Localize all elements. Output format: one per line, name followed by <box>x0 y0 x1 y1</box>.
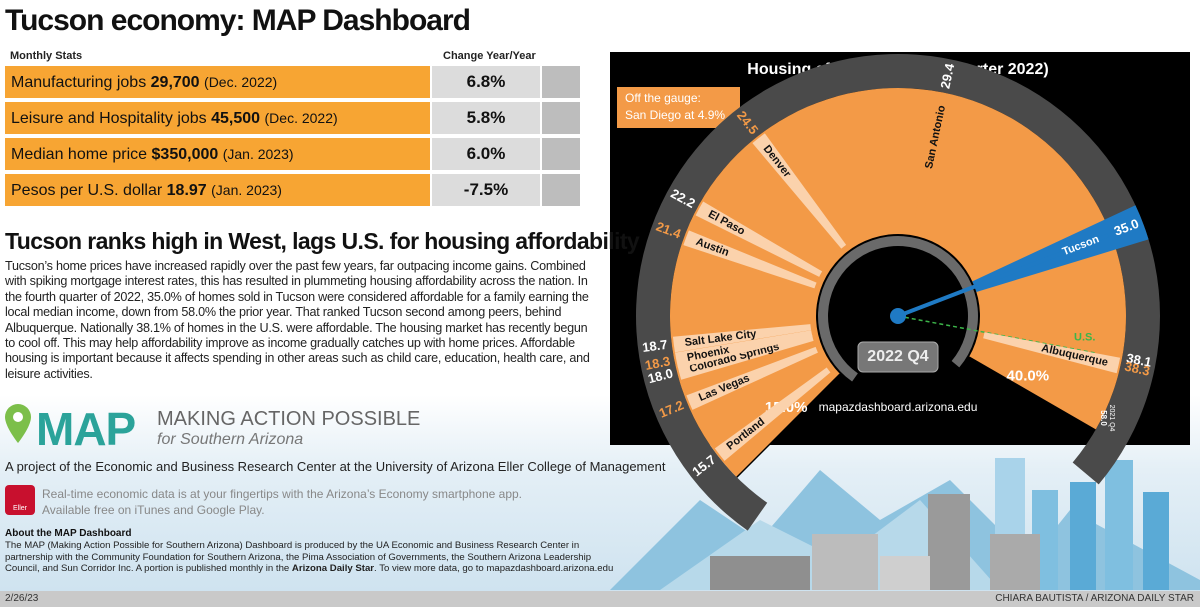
city-spoke <box>752 133 847 249</box>
stat-change: -7.5% <box>432 174 540 206</box>
city-spoke <box>674 330 813 369</box>
building <box>990 534 1040 590</box>
article-heading: Tucson ranks high in West, lags U.S. for… <box>5 228 640 254</box>
building <box>1070 482 1096 590</box>
about-body: The MAP (Making Action Possible for Sout… <box>5 540 620 575</box>
stats-row: Pesos per U.S. dollar 18.97 (Jan. 2023) -… <box>5 174 580 206</box>
stat-label: Leisure and Hospitality jobs <box>11 110 207 127</box>
stat-label: Median home price <box>11 146 148 163</box>
tick-label: 40.0% <box>1007 367 1050 384</box>
about-text: The MAP (Making Action Possible for Sout… <box>5 540 592 574</box>
stat-number: 29,700 <box>150 74 200 91</box>
app-text: Real-time economic data is at your finge… <box>42 487 523 501</box>
period-label: 2022 Q4 <box>867 348 928 365</box>
prior-value: 58.0 <box>1099 410 1108 426</box>
app-icon: Eller <box>5 485 35 515</box>
stat-number: 45,500 <box>211 110 261 127</box>
stat-label-cell: Pesos per U.S. dollar 18.97 (Jan. 2023) <box>5 174 430 206</box>
building <box>928 494 970 590</box>
off-gauge-label: Off the gauge: <box>625 91 701 105</box>
stat-label-cell: Median home price $350,000 (Jan. 2023) <box>5 138 430 170</box>
value-label: 29.4 <box>937 61 957 90</box>
arrow-cell <box>542 102 580 134</box>
off-gauge-detail: San Diego at 4.9% <box>625 108 725 122</box>
article-body: Tucson’s home prices have increased rapi… <box>5 259 590 381</box>
stat-number: 18.97 <box>166 182 207 199</box>
stat-label-cell: Leisure and Hospitality jobs 45,500 (Dec… <box>5 102 430 134</box>
footer-date: 2/26/23 <box>5 593 39 604</box>
stat-change: 6.0% <box>432 138 540 170</box>
about-heading: About the MAP Dashboard <box>5 528 132 539</box>
stat-date: (Jan. 2023) <box>211 182 282 198</box>
building <box>812 534 878 590</box>
stat-label-cell: Manufacturing jobs 29,700 (Dec. 2022) <box>5 66 430 98</box>
stat-number: $350,000 <box>151 146 219 163</box>
period-box <box>857 341 939 373</box>
city-spoke <box>913 93 953 231</box>
page-title: Tucson economy: MAP Dashboard <box>5 4 471 37</box>
app-text: Available free on iTunes and Google Play… <box>42 503 265 517</box>
city-spoke <box>672 324 812 353</box>
gauge-face <box>669 87 1126 478</box>
stat-date: (Jan. 2023) <box>222 146 294 162</box>
prior-period: 2021 Q4 <box>1108 405 1115 432</box>
map-pin <box>5 404 31 443</box>
arrow-cell <box>542 66 580 98</box>
about-text: . To view more data, go to mapazdashboar… <box>374 563 614 574</box>
arrow-cell <box>542 174 580 206</box>
value-label: 38.1 <box>1125 350 1153 369</box>
arrow-cell <box>542 138 580 170</box>
tick-mark <box>736 373 841 478</box>
building <box>710 556 810 590</box>
reference-line <box>897 315 1095 354</box>
table-header: Monthly Stats <box>10 50 83 62</box>
value-label: 38.3 <box>1123 359 1151 379</box>
footer-credit: CHIARA BAUTISTA / ARIZONA DAILY STAR <box>995 593 1194 604</box>
stat-date: (Dec. 2022) <box>264 110 338 126</box>
stats-row: Manufacturing jobs 29,700 (Dec. 2022) 6.8… <box>5 66 580 98</box>
artwork: Off the gauge: San Diego at 4.9% Housing… <box>5 52 1200 590</box>
needle <box>897 233 1109 318</box>
value-label: 18.3 <box>644 353 672 373</box>
url-label: mapazdashboard.arizona.edu <box>819 400 978 414</box>
project-line: A project of the Economic and Business R… <box>5 459 666 474</box>
table-header: Change Year/Year <box>443 50 536 62</box>
stats-row: Median home price $350,000 (Jan. 2023) 6.… <box>5 138 580 170</box>
logo-tagline: MAKING ACTION POSSIBLE <box>157 408 421 430</box>
building <box>1105 460 1133 590</box>
footer: 2/26/23 CHIARA BAUTISTA / ARIZONA DAILY … <box>0 591 1200 607</box>
pin-hole <box>13 412 23 422</box>
skyline <box>610 458 1200 590</box>
city-spoke <box>714 367 831 461</box>
pin <box>5 404 31 443</box>
building <box>880 556 930 590</box>
city-spoke <box>677 334 814 380</box>
stat-label: Manufacturing jobs <box>11 74 147 91</box>
city-spoke <box>683 230 817 289</box>
logo-sub: for Southern Arizona <box>157 431 304 448</box>
reference-label: U.S. <box>1074 332 1095 344</box>
stat-change: 6.8% <box>432 66 540 98</box>
stat-date: (Dec. 2022) <box>204 74 278 90</box>
city-spoke <box>983 332 1121 374</box>
building <box>1143 492 1169 590</box>
tick-mark <box>968 356 1096 431</box>
value-label: 18.0 <box>646 365 674 386</box>
logo-name: MAP <box>36 403 136 455</box>
city-spoke <box>695 201 823 277</box>
stats-row: Leisure and Hospitality jobs 45,500 (Dec… <box>5 102 580 134</box>
stat-change: 5.8% <box>432 102 540 134</box>
stat-label: Pesos per U.S. dollar <box>11 182 163 199</box>
needle-hub <box>890 308 906 324</box>
value-label: 18.7 <box>641 337 668 355</box>
about-bold: Arizona Daily Star <box>291 563 375 574</box>
city-spoke <box>686 346 818 410</box>
off-gauge-box <box>617 87 740 128</box>
